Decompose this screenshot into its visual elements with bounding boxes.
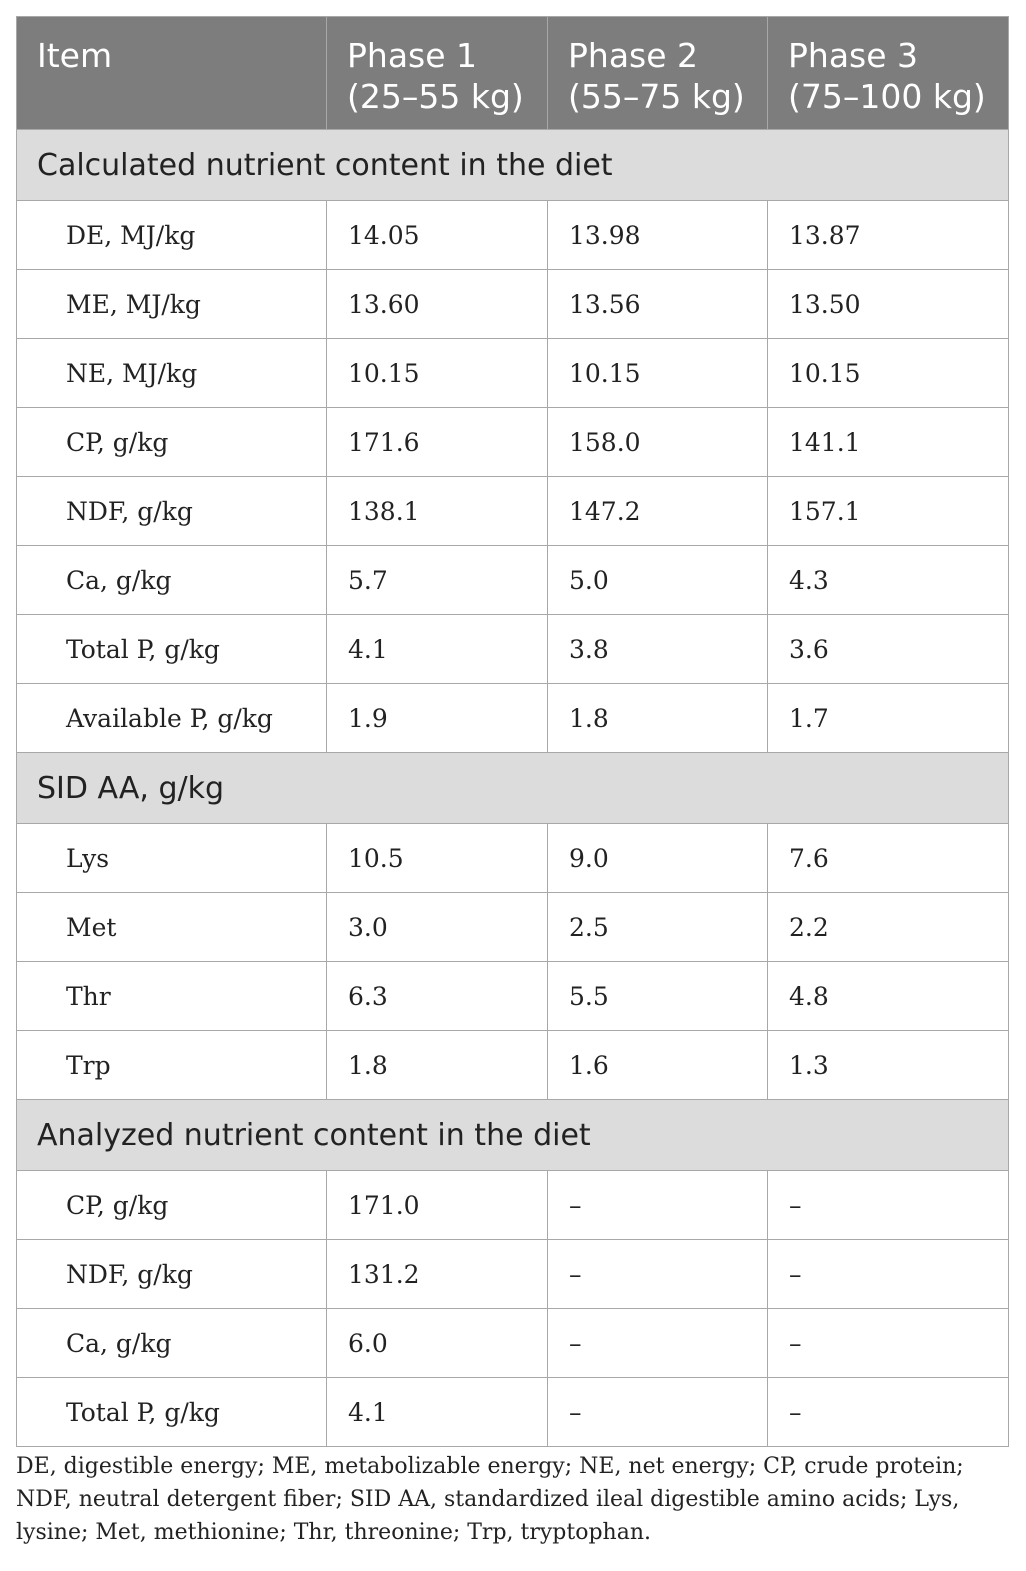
phase-3-cell: 4.3 bbox=[767, 545, 1009, 615]
phase-3-cell: 3.6 bbox=[767, 614, 1009, 684]
phase-2-cell: – bbox=[547, 1308, 768, 1378]
table-row: NDF, g/kg 131.2– – bbox=[16, 1239, 1009, 1309]
phase-3-cell: – bbox=[767, 1377, 1009, 1447]
header-item: Item bbox=[16, 16, 327, 130]
header-phase-1: Phase 1 (25–55 kg) bbox=[326, 16, 548, 130]
phase-3-cell: 13.50 bbox=[767, 269, 1009, 339]
header-phase-2-label: Phase 2 (55–75 kg) bbox=[568, 36, 745, 116]
phase-2-cell: 10.15 bbox=[547, 338, 768, 408]
table-body: Calculated nutrient content in the diet D… bbox=[16, 129, 1009, 1447]
row-item-cell: Trp bbox=[16, 1030, 327, 1100]
table-row: ME, MJ/kg 13.60 13.56 13.50 bbox=[16, 269, 1009, 339]
phase-3-cell: 4.8 bbox=[767, 961, 1009, 1031]
phase-2-cell: 158.0 bbox=[547, 407, 768, 477]
phase-2-cell: – bbox=[547, 1377, 768, 1447]
phase-1-cell: 3.0 bbox=[326, 892, 548, 962]
phase-1-cell: 131.2 bbox=[326, 1239, 548, 1309]
phase-1-cell: 171.6 bbox=[326, 407, 548, 477]
phase-1-cell: 13.60 bbox=[326, 269, 548, 339]
phase-1-cell: 171.0 bbox=[326, 1170, 548, 1240]
phase-2-cell: 9.0 bbox=[547, 823, 768, 893]
phase-3-cell: 10.15 bbox=[767, 338, 1009, 408]
section-title: Analyzed nutrient content in the diet bbox=[16, 1099, 1009, 1171]
table-row: Available P, g/kg 1.9 1.8 1.7 bbox=[16, 683, 1009, 753]
phase-1-cell: 10.5 bbox=[326, 823, 548, 893]
phase-3-cell: 7.6 bbox=[767, 823, 1009, 893]
row-item-cell: Total P, g/kg bbox=[16, 614, 327, 684]
phase-1-cell: 1.9 bbox=[326, 683, 548, 753]
table-row: Total P, g/kg 4.1 3.8 3.6 bbox=[16, 614, 1009, 684]
phase-3-cell: – bbox=[767, 1170, 1009, 1240]
table-row: Met 3.0 2.5 2.2 bbox=[16, 892, 1009, 962]
phase-1-cell: 6.0 bbox=[326, 1308, 548, 1378]
phase-2-cell: 13.98 bbox=[547, 200, 768, 270]
phase-2-cell: 2.5 bbox=[547, 892, 768, 962]
phase-2-cell: 5.5 bbox=[547, 961, 768, 1031]
phase-2-cell: – bbox=[547, 1170, 768, 1240]
section-header-row: Analyzed nutrient content in the diet bbox=[16, 1099, 1009, 1171]
table-row: Ca, g/kg 5.7 5.0 4.3 bbox=[16, 545, 1009, 615]
header-phase-1-label: Phase 1 (25–55 kg) bbox=[347, 36, 524, 116]
row-item-cell: Available P, g/kg bbox=[16, 683, 327, 753]
header-phase-2: Phase 2 (55–75 kg) bbox=[547, 16, 768, 130]
table-row: NE, MJ/kg 10.15 10.15 10.15 bbox=[16, 338, 1009, 408]
phase-2-cell: 13.56 bbox=[547, 269, 768, 339]
phase-3-cell: 1.3 bbox=[767, 1030, 1009, 1100]
header-phase-3: Phase 3 (75–100 kg) bbox=[767, 16, 1009, 130]
phase-3-cell: 13.87 bbox=[767, 200, 1009, 270]
section-title: Calculated nutrient content in the diet bbox=[16, 129, 1009, 201]
phase-1-cell: 1.8 bbox=[326, 1030, 548, 1100]
row-item-cell: Ca, g/kg bbox=[16, 1308, 327, 1378]
row-item-cell: Thr bbox=[16, 961, 327, 1031]
table-row: NDF, g/kg 138.1 147.2 157.1 bbox=[16, 476, 1009, 546]
nutrient-table: Item Phase 1 (25–55 kg) Phase 2 (55–75 k… bbox=[16, 16, 1009, 1447]
table-row: Lys 10.5 9.0 7.6 bbox=[16, 823, 1009, 893]
phase-2-cell: – bbox=[547, 1239, 768, 1309]
row-item-cell: Total P, g/kg bbox=[16, 1377, 327, 1447]
table-row: Thr 6.3 5.5 4.8 bbox=[16, 961, 1009, 1031]
row-item-cell: DE, MJ/kg bbox=[16, 200, 327, 270]
phase-1-cell: 5.7 bbox=[326, 545, 548, 615]
phase-3-cell: 157.1 bbox=[767, 476, 1009, 546]
phase-3-cell: 2.2 bbox=[767, 892, 1009, 962]
row-item-cell: Ca, g/kg bbox=[16, 545, 327, 615]
phase-2-cell: 147.2 bbox=[547, 476, 768, 546]
phase-1-cell: 138.1 bbox=[326, 476, 548, 546]
phase-1-cell: 6.3 bbox=[326, 961, 548, 1031]
table-footnote: DE, digestible energy; ME, metabolizable… bbox=[16, 1454, 964, 1545]
phase-2-cell: 3.8 bbox=[547, 614, 768, 684]
phase-2-cell: 1.6 bbox=[547, 1030, 768, 1100]
phase-2-cell: 5.0 bbox=[547, 545, 768, 615]
table-row: Trp 1.8 1.6 1.3 bbox=[16, 1030, 1009, 1100]
table-row: DE, MJ/kg 14.05 13.98 13.87 bbox=[16, 200, 1009, 270]
table-row: CP, g/kg 171.0– – bbox=[16, 1170, 1009, 1240]
row-item-cell: CP, g/kg bbox=[16, 1170, 327, 1240]
section-header-row: Calculated nutrient content in the diet bbox=[16, 129, 1009, 201]
header-item-label: Item bbox=[37, 36, 113, 75]
phase-1-cell: 14.05 bbox=[326, 200, 548, 270]
section-header-row: SID AA, g/kg bbox=[16, 752, 1009, 824]
phase-3-cell: 141.1 bbox=[767, 407, 1009, 477]
phase-1-cell: 4.1 bbox=[326, 614, 548, 684]
table-header-row: Item Phase 1 (25–55 kg) Phase 2 (55–75 k… bbox=[16, 16, 1009, 130]
phase-2-cell: 1.8 bbox=[547, 683, 768, 753]
phase-1-cell: 4.1 bbox=[326, 1377, 548, 1447]
row-item-cell: NDF, g/kg bbox=[16, 476, 327, 546]
phase-1-cell: 10.15 bbox=[326, 338, 548, 408]
row-item-cell: CP, g/kg bbox=[16, 407, 327, 477]
phase-3-cell: – bbox=[767, 1239, 1009, 1309]
section-title: SID AA, g/kg bbox=[16, 752, 1009, 824]
row-item-cell: NDF, g/kg bbox=[16, 1239, 327, 1309]
phase-3-cell: – bbox=[767, 1308, 1009, 1378]
table-row: Total P, g/kg 4.1– – bbox=[16, 1377, 1009, 1447]
row-item-cell: Lys bbox=[16, 823, 327, 893]
table-row: Ca, g/kg 6.0– – bbox=[16, 1308, 1009, 1378]
row-item-cell: NE, MJ/kg bbox=[16, 338, 327, 408]
table-row: CP, g/kg 171.6 158.0 141.1 bbox=[16, 407, 1009, 477]
row-item-cell: ME, MJ/kg bbox=[16, 269, 327, 339]
row-item-cell: Met bbox=[16, 892, 327, 962]
phase-3-cell: 1.7 bbox=[767, 683, 1009, 753]
header-phase-3-label: Phase 3 (75–100 kg) bbox=[788, 36, 986, 116]
